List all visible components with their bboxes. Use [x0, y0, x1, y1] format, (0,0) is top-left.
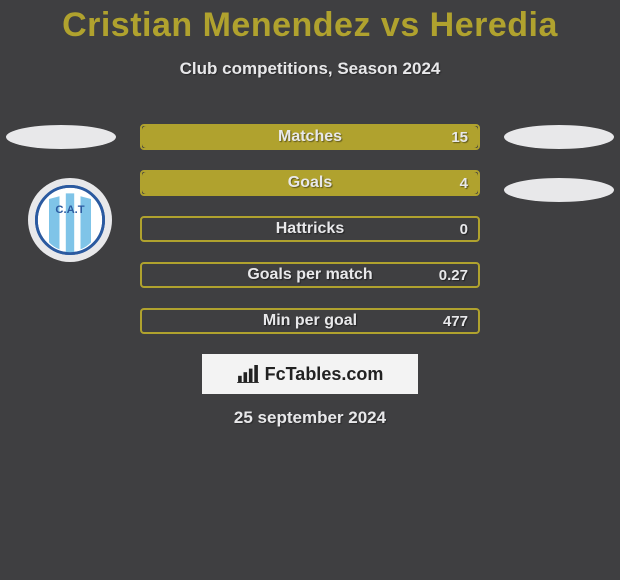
player-right-badge-slot-1	[504, 125, 614, 149]
player-left-badge-slot	[6, 125, 116, 149]
bar-chart-icon	[237, 365, 259, 383]
club-crest-icon: C.A.T	[35, 185, 105, 255]
stat-label: Goals	[142, 172, 478, 194]
stat-label: Hattricks	[142, 218, 478, 240]
stat-label: Goals per match	[142, 264, 478, 286]
stats-container: Matches 15 Goals 4 Hattricks 0 Goals per…	[140, 124, 480, 354]
svg-text:C.A.T: C.A.T	[55, 204, 84, 216]
stat-value: 15	[451, 126, 468, 148]
page-subtitle: Club competitions, Season 2024	[0, 59, 620, 79]
brand-attribution: FcTables.com	[202, 354, 418, 394]
stat-row-matches: Matches 15	[140, 124, 480, 150]
brand-text: FcTables.com	[265, 364, 384, 385]
stat-row-goals: Goals 4	[140, 170, 480, 196]
stat-row-goals-per-match: Goals per match 0.27	[140, 262, 480, 288]
stat-value: 4	[460, 172, 468, 194]
page-title: Cristian Menendez vs Heredia	[0, 0, 620, 45]
club-logo: C.A.T	[28, 178, 112, 262]
stat-row-hattricks: Hattricks 0	[140, 216, 480, 242]
comparison-infographic: Cristian Menendez vs Heredia Club compet…	[0, 0, 620, 580]
generated-date: 25 september 2024	[0, 408, 620, 428]
player-right-badge-slot-2	[504, 178, 614, 202]
stat-value: 0	[460, 218, 468, 240]
stat-label: Min per goal	[142, 310, 478, 332]
stat-value: 0.27	[439, 264, 468, 286]
stat-row-min-per-goal: Min per goal 477	[140, 308, 480, 334]
stat-label: Matches	[142, 126, 478, 148]
stat-value: 477	[443, 310, 468, 332]
